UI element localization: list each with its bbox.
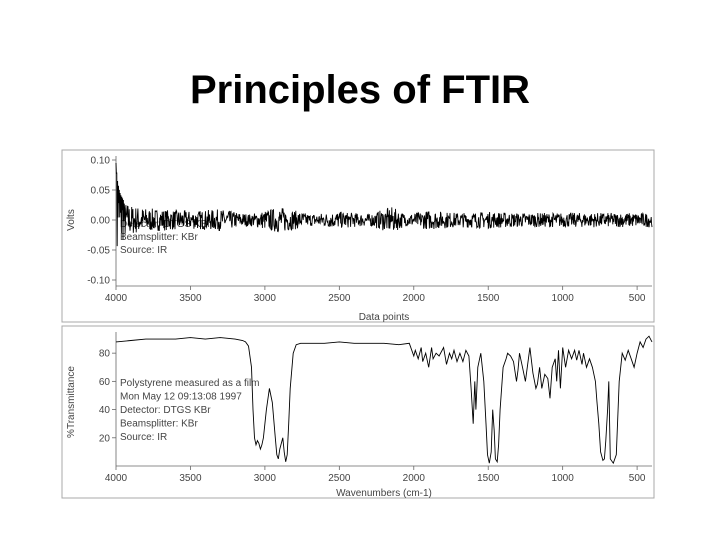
y-tick-label: 20 [99,433,111,444]
spectrum-frame [61,325,655,499]
interferogram-panel: Volts Data points 0.10 0.05 0.00 -0.05 -0.10… [61,149,655,323]
spectrum-trace [115,335,653,465]
annotation-line: Source: IR [120,245,167,256]
interferogram-trace [115,162,653,247]
interferogram-frame [61,149,655,323]
x-tick-label: 1500 [477,473,500,484]
spectrum-x-label: Wavenumbers (cm-1) [336,488,432,499]
y-tick-label: 0.10 [91,156,111,167]
interferogram-x-ticks: 4000 3500 3000 2500 2000 1500 1000 500 [105,286,646,304]
interferogram-y-label: Volts [66,209,77,231]
y-tick-label: -0.10 [87,276,110,287]
annotation-line: Mon May 12 09:13:08 1997 [120,392,242,403]
annotation-line: Detector: DTGS KBr [120,405,211,416]
ftir-figure: Volts Data points 0.10 0.05 0.00 -0.05 -0.10… [61,149,655,499]
y-tick-label: 0.00 [91,216,111,227]
annotation-line: Detector: DTGS KBr [120,219,211,230]
y-tick-label: 0.05 [91,186,111,197]
x-tick-label: 2500 [328,473,351,484]
interferogram-annotation: Detector: DTGS KBr Beamsplitter: KBr Sourc… [120,219,211,256]
x-tick-label: 2000 [403,473,426,484]
x-tick-label: 2500 [328,293,351,304]
x-tick-label: 3500 [179,473,202,484]
x-tick-label: 3000 [254,473,277,484]
y-tick-label: 40 [99,405,111,416]
x-tick-label: 3000 [254,293,277,304]
annotation-line: Beamsplitter: KBr [120,232,198,243]
x-tick-label: 1000 [552,293,575,304]
y-tick-label: 60 [99,377,111,388]
x-tick-label: 1000 [552,473,575,484]
spectrum-y-ticks: 20 40 60 80 [99,349,116,444]
x-tick-label: 500 [629,473,646,484]
annotation-line: Source: IR [120,432,167,443]
spectrum-x-ticks: 4000 3500 3000 2500 2000 1500 1000 500 [105,466,646,484]
slide-title: Principles of FTIR [189,68,531,112]
spectrum-panel: %Transmittance Wavenumbers (cm-1) 20 40 60… [61,325,655,499]
y-tick-label: -0.05 [87,246,110,257]
annotation-line: Beamsplitter: KBr [120,419,198,430]
x-tick-label: 4000 [105,473,128,484]
x-tick-label: 2000 [403,293,426,304]
x-tick-label: 500 [629,293,646,304]
y-tick-label: 80 [99,349,111,360]
x-tick-label: 3500 [179,293,202,304]
interferogram-x-label: Data points [359,312,410,323]
x-tick-label: 4000 [105,293,128,304]
annotation-line: Polystyrene measured as a film [120,378,260,389]
spectrum-y-label: %Transmittance [66,366,77,438]
x-tick-label: 1500 [477,293,500,304]
interferogram-y-ticks: 0.10 0.05 0.00 -0.05 -0.10 [87,156,116,287]
spectrum-annotation: Polystyrene measured as a film Mon May 12… [120,378,260,443]
